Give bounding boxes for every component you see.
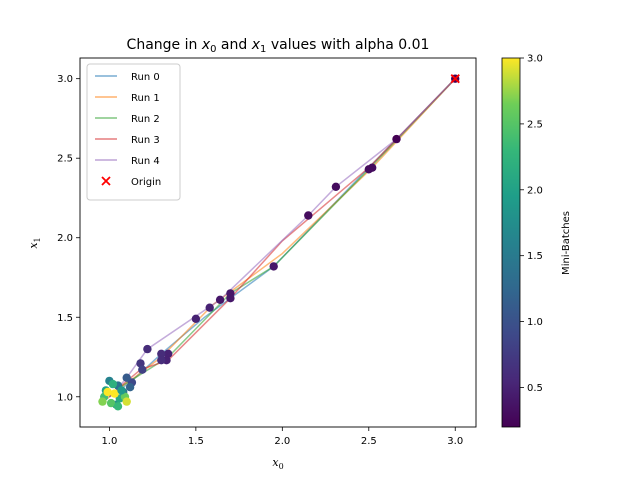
minibatch-point — [269, 262, 278, 271]
minibatch-point — [138, 365, 147, 374]
minibatch-point — [108, 379, 118, 389]
minibatch-point — [205, 303, 214, 312]
minibatch-point — [364, 165, 373, 174]
minibatch-point — [103, 387, 112, 397]
colorbar-label: Mini-Batches — [561, 211, 572, 275]
colorbar-tick-label: 0.5 — [527, 383, 543, 394]
minibatch-point — [117, 386, 126, 395]
minibatch-point — [125, 383, 135, 392]
minibatch-point — [143, 344, 152, 354]
colorbar-tick-label: 3.0 — [527, 54, 543, 65]
minibatch-point — [98, 397, 107, 406]
x-axis-ticks: 1.0 1.5 2.0 2.5 3.0 — [101, 427, 463, 447]
y-axis-label: x1 — [27, 237, 42, 248]
legend: Run 0 Run 1 Run 2 Run 3 Run 4 Origin — [86, 63, 181, 201]
minibatch-point — [113, 402, 123, 411]
x-tick-label: 1.5 — [188, 436, 204, 447]
colorbar-tick-label: 2.0 — [527, 185, 543, 196]
minibatch-point — [106, 398, 116, 408]
x-axis-label: x0 — [272, 456, 283, 471]
origin-marker — [450, 74, 460, 84]
minibatch-point — [122, 373, 131, 382]
minibatch-point — [304, 211, 313, 220]
minibatch-point — [157, 356, 166, 365]
y-axis-ticks: 1.0 1.5 2.0 2.5 3.0 — [57, 74, 80, 403]
minibatch-point — [110, 389, 119, 398]
minibatch-point — [122, 397, 131, 406]
x-tick-label: 2.0 — [274, 436, 290, 447]
legend-label-run-0: Run 0 — [131, 72, 160, 83]
legend-label-run-4: Run 4 — [131, 156, 160, 167]
y-tick-label: 1.0 — [57, 392, 73, 403]
colorbar-tick-label: 1.0 — [527, 317, 543, 328]
x-tick-label: 1.0 — [101, 436, 117, 447]
legend-label-run-1: Run 1 — [131, 93, 160, 104]
legend-label-origin: Origin — [131, 177, 161, 188]
x-tick-label: 2.5 — [361, 436, 377, 447]
colorbar-tick-label: 2.5 — [527, 119, 543, 130]
y-tick-label: 2.5 — [57, 154, 73, 165]
legend-label-run-3: Run 3 — [131, 135, 160, 146]
minibatch-point — [136, 359, 145, 368]
y-tick-label: 2.0 — [57, 233, 73, 244]
origin-point — [450, 74, 460, 84]
colorbar-tick-label: 1.5 — [527, 251, 543, 262]
minibatch-point — [191, 314, 201, 323]
legend-label-run-2: Run 2 — [131, 114, 160, 125]
colorbar-ticks: 0.5 1.0 1.5 2.0 2.5 3.0 — [520, 54, 543, 394]
legend-swatch-origin — [101, 176, 111, 186]
legend-box — [86, 63, 181, 201]
chart-title: Change in x0 and x1 values with alpha 0.… — [127, 37, 430, 55]
minibatch-point — [392, 134, 401, 144]
plot-area — [98, 74, 460, 411]
minibatch-point — [226, 294, 235, 303]
minibatch-point — [331, 182, 341, 191]
colorbar: 0.5 1.0 1.5 2.0 2.5 3.0 Mini-Batches — [501, 54, 572, 428]
colorbar-gradient — [501, 57, 521, 428]
plot-frame — [79, 57, 477, 428]
minibatch-point — [215, 295, 225, 304]
y-tick-label: 3.0 — [57, 74, 73, 85]
minibatch-point — [157, 349, 166, 358]
x-tick-label: 3.0 — [447, 436, 463, 447]
minibatch-point — [164, 349, 173, 358]
y-tick-label: 1.5 — [57, 313, 73, 324]
